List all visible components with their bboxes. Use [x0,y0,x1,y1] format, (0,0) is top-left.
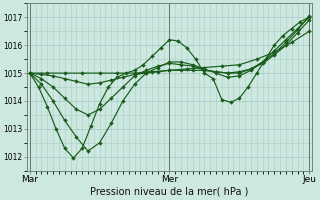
X-axis label: Pression niveau de la mer( hPa ): Pression niveau de la mer( hPa ) [90,187,249,197]
